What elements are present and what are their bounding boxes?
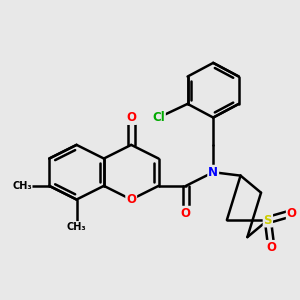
Text: O: O xyxy=(181,207,191,220)
Text: CH₃: CH₃ xyxy=(67,222,86,232)
Text: O: O xyxy=(126,111,136,124)
Text: O: O xyxy=(287,207,297,220)
Text: O: O xyxy=(126,193,136,206)
Text: Cl: Cl xyxy=(152,111,165,124)
Text: N: N xyxy=(208,166,218,179)
Text: CH₃: CH₃ xyxy=(12,181,32,191)
Text: S: S xyxy=(264,214,272,226)
Text: O: O xyxy=(266,241,276,254)
